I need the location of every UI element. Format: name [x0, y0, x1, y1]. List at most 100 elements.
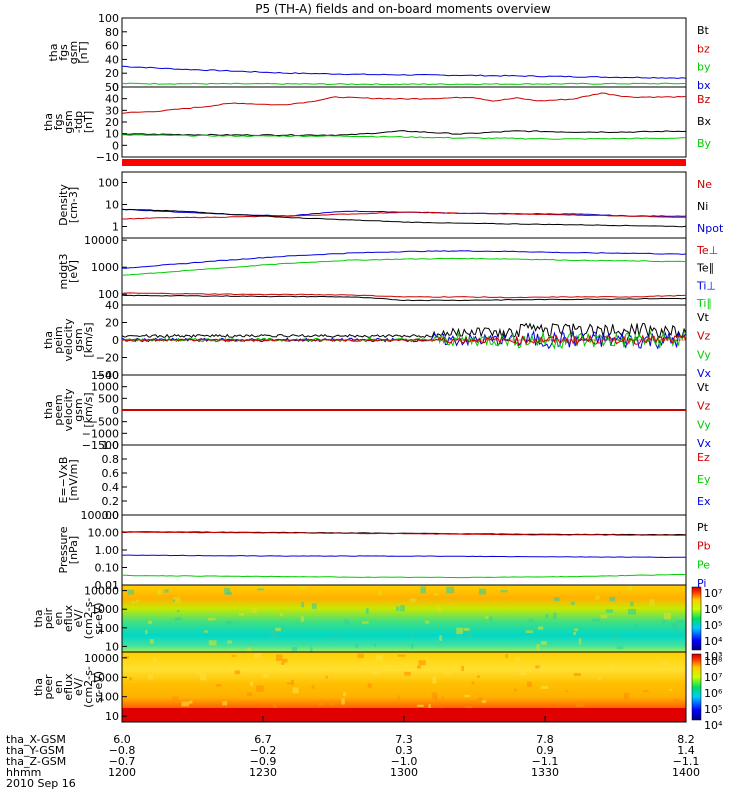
spectrogram-cell: [234, 670, 241, 675]
y-axis-label: [cm-3]: [67, 187, 80, 223]
y-axis-label: peim: [52, 326, 65, 354]
y-axis-label: peer: [42, 674, 55, 700]
spectrogram-cell: [323, 667, 329, 671]
panel-10: 10⁸ 10⁷ 10⁶ 10⁵ 10⁴ 10000 1000 100 10 thapeerenef…: [32, 651, 723, 732]
spectrogram-cell: [573, 672, 581, 677]
spectrogram-cell: [609, 596, 616, 602]
series-line: [122, 531, 687, 536]
spectrogram-cell: [164, 589, 169, 593]
spectrogram-cell: [541, 641, 547, 645]
spectrogram-cell: [355, 644, 359, 649]
y-axis-label: gsm: [72, 398, 85, 421]
y-axis-label: gsm: [67, 41, 80, 64]
y-axis-label: fgs: [57, 44, 70, 61]
y-tick-label: 500: [98, 392, 119, 405]
spectrogram-cell: [371, 669, 379, 675]
series-line: [121, 82, 686, 86]
spectrogram-cell: [329, 700, 335, 706]
spectrogram-cell: [127, 589, 134, 595]
spectrogram-cell: [478, 588, 487, 595]
y-axis-label: E=−VxB: [57, 457, 70, 504]
spectrogram-cell: [176, 609, 180, 613]
spectrogram-cell: [135, 599, 140, 603]
spectrogram-cell: [397, 654, 406, 657]
y-axis-label: peem: [52, 394, 65, 425]
spectrogram-cell: [344, 619, 349, 625]
y-axis-label: Density: [57, 184, 70, 226]
legend-entry: Vz: [697, 330, 711, 343]
spectrogram-cell: [464, 694, 471, 698]
series-line: [121, 250, 687, 269]
spectrogram-cell: [207, 617, 216, 621]
spectrogram-cell: [545, 613, 549, 619]
spectrogram-cell: [315, 629, 318, 632]
spectrogram: [122, 585, 686, 652]
spectrogram-cell: [400, 605, 405, 612]
colorbar-label: 10⁶: [704, 603, 723, 616]
y-axis-label: [nT]: [82, 111, 95, 133]
axes-frame: [121, 17, 687, 88]
y-axis-label: [eV]: [67, 260, 80, 283]
y-tick-label: 20: [105, 116, 119, 129]
spectrogram-cell: [262, 674, 269, 678]
legend-entry: Te∥: [696, 262, 714, 275]
y-axis-label: eflux: [62, 673, 75, 701]
y-tick-label: 1000: [91, 261, 119, 274]
colorbar-label: 10⁵: [704, 703, 722, 716]
spectrogram-cell: [246, 692, 253, 697]
spectrogram-cell: [676, 620, 685, 624]
spectrogram-cell: [174, 617, 182, 621]
separator-bar: [122, 159, 686, 166]
spectrogram-cell: [432, 677, 437, 684]
y-axis-label: mdgt3: [57, 254, 70, 290]
spectrogram-cell: [387, 664, 396, 668]
x-tick-value: 6.7: [254, 733, 272, 746]
y-axis-label: tha: [32, 609, 45, 627]
y-axis-label: tha: [47, 43, 60, 61]
y-tick-label: 100: [98, 691, 119, 704]
spectrogram-cell: [576, 703, 585, 708]
y-tick-label: 60: [105, 40, 119, 53]
spectrogram-cell: [318, 699, 324, 706]
y-tick-label: 30: [105, 104, 119, 117]
y-tick-label: 10000: [84, 652, 119, 665]
x-row-label: tha_Z-GSM: [6, 755, 66, 768]
y-tick-label: 0.8: [102, 453, 120, 466]
series-line: [121, 257, 687, 276]
y-axis-label: en: [52, 612, 65, 626]
spectrogram-cell: [129, 677, 133, 681]
spectrogram-cell: [489, 616, 493, 621]
y-tick-label: −20: [96, 352, 119, 365]
legend-entry: Bt: [697, 24, 710, 37]
y-tick-label: 10000: [84, 234, 119, 247]
spectrogram-cell: [281, 662, 285, 665]
y-axis-label: [km/s]: [82, 322, 95, 357]
y-tick-label: 10000: [84, 585, 119, 598]
y-axis-label: -tdp: [72, 111, 85, 133]
colorbar-label: 10⁶: [704, 687, 723, 700]
panel-9: 10⁷ 10⁶ 10⁵ 10⁴ 10³ 10000 1000 100 10 thapeirenef…: [32, 584, 723, 663]
spectrogram-cell: [661, 619, 666, 625]
y-tick-label: −1500: [82, 439, 119, 452]
spectrogram-cell: [225, 620, 233, 625]
spectrogram-cell: [256, 685, 264, 692]
spectrogram-cell: [325, 675, 328, 680]
x-tick-value: 6.0: [113, 733, 131, 746]
spectrogram-cell: [275, 654, 283, 661]
spectrogram-cell: [383, 665, 388, 669]
spectrogram-cell: [565, 689, 568, 692]
spectrogram-cell: [215, 684, 222, 687]
spectrogram-cell: [404, 671, 411, 676]
x-tick-value: −0.7: [109, 755, 136, 768]
x-tick-value: −0.9: [250, 755, 277, 768]
spectrogram-cell: [418, 660, 426, 666]
spectrogram-cell: [224, 587, 231, 595]
spectrogram-cell: [605, 609, 613, 613]
spectrogram-cell: [374, 643, 377, 647]
x-tick-value: 7.3: [395, 733, 413, 746]
series-line: [121, 65, 687, 79]
spectrogram-cell: [600, 614, 608, 619]
spectrogram-cell: [446, 586, 455, 594]
y-axis-label: [mV/m]: [67, 459, 80, 500]
